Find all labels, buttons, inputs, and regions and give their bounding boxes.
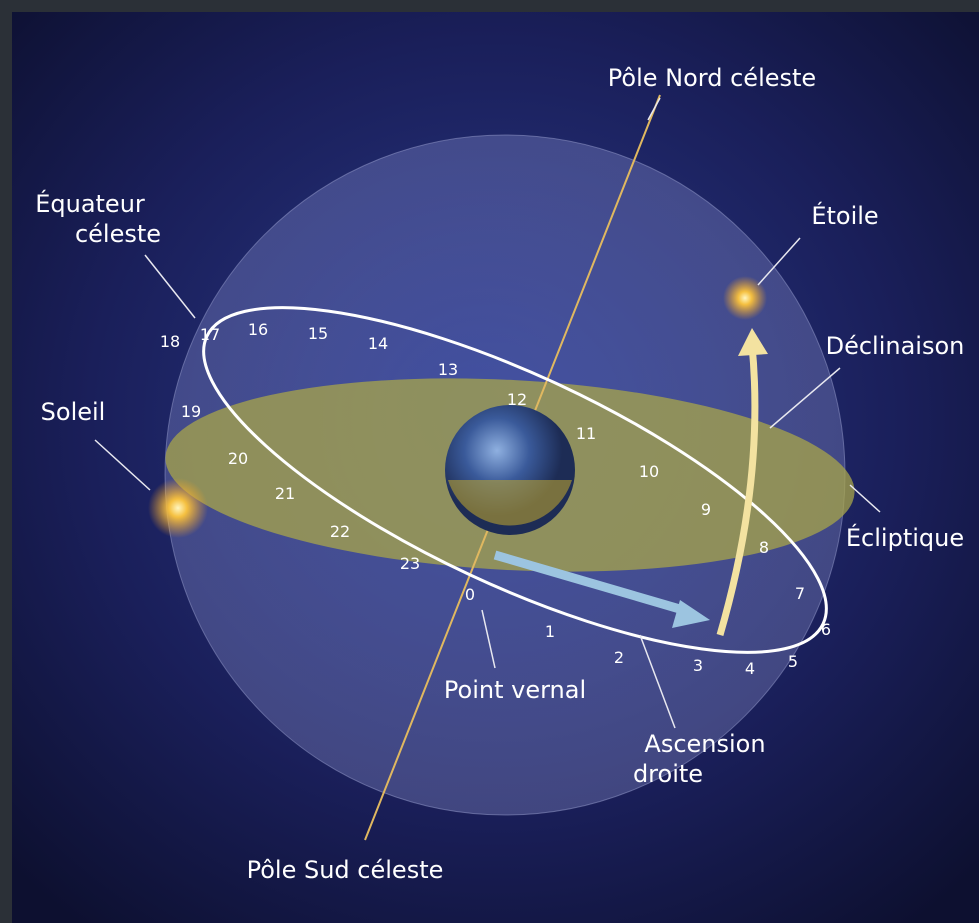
hour-label: 23 bbox=[400, 554, 420, 573]
label: Étoile bbox=[811, 201, 878, 230]
hour-label: 3 bbox=[693, 656, 703, 675]
label: Pôle Sud céleste bbox=[247, 856, 444, 884]
label: Écliptique bbox=[846, 523, 964, 552]
hour-label: 20 bbox=[228, 449, 248, 468]
label: Point vernal bbox=[444, 676, 586, 704]
hour-label: 10 bbox=[639, 462, 659, 481]
hour-label: 14 bbox=[368, 334, 388, 353]
label: céleste bbox=[75, 220, 161, 248]
diagram: Pôle Nord céleste Étoile Déclinaison Écl… bbox=[0, 0, 979, 923]
hour-label: 7 bbox=[795, 584, 805, 603]
hour-label: 12 bbox=[507, 390, 527, 409]
sun bbox=[148, 478, 208, 538]
hour-label: 11 bbox=[576, 424, 596, 443]
hour-label: 8 bbox=[759, 538, 769, 557]
hour-label: 1 bbox=[545, 622, 555, 641]
hour-label: 15 bbox=[308, 324, 328, 343]
label: Équateur bbox=[35, 189, 145, 218]
hour-label: 13 bbox=[438, 360, 458, 379]
hour-label: 18 bbox=[160, 332, 180, 351]
hour-label: 0 bbox=[465, 585, 475, 604]
label: Déclinaison bbox=[826, 332, 965, 360]
hour-label: 19 bbox=[181, 402, 201, 421]
hour-label: 2 bbox=[614, 648, 624, 667]
label: droite bbox=[633, 760, 703, 788]
hour-label: 16 bbox=[248, 320, 268, 339]
hour-label: 9 bbox=[701, 500, 711, 519]
label: Soleil bbox=[41, 398, 106, 426]
hour-label: 22 bbox=[330, 522, 350, 541]
label: Ascension bbox=[644, 730, 765, 758]
hour-label: 21 bbox=[275, 484, 295, 503]
hour-label: 5 bbox=[788, 652, 798, 671]
hour-label: 4 bbox=[745, 659, 755, 678]
hour-label: 17 bbox=[200, 325, 220, 344]
hour-label: 6 bbox=[821, 620, 831, 639]
label: Pôle Nord céleste bbox=[608, 64, 816, 92]
